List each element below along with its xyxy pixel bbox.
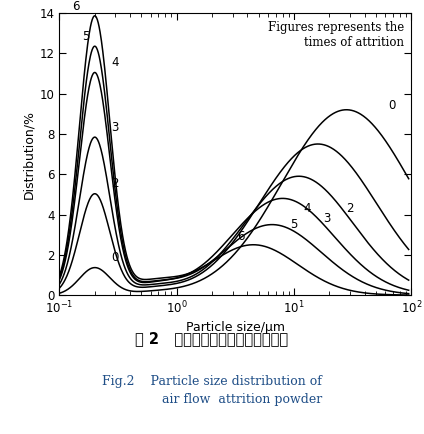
Y-axis label: Distribution/%: Distribution/% [22,109,35,199]
Text: 4: 4 [304,201,311,214]
Text: 2: 2 [346,201,354,214]
Text: Fig.2    Particle size distribution of
               air flow  attrition powder: Fig.2 Particle size distribution of air … [102,375,322,406]
Text: 0: 0 [388,99,395,112]
Text: 2: 2 [112,178,119,191]
Text: 6: 6 [72,0,80,13]
Text: 0: 0 [112,251,119,264]
X-axis label: Particle size/μm: Particle size/μm [186,321,285,334]
Text: 5: 5 [290,217,298,230]
Text: 6: 6 [237,230,244,243]
Text: 3: 3 [323,212,330,225]
Text: Figures represents the
    times of attrition: Figures represents the times of attritio… [268,22,404,49]
Text: 3: 3 [112,121,119,134]
Text: 5: 5 [82,30,89,43]
Text: 4: 4 [112,56,119,69]
Text: 图 2   气流粉碎中粉的粒度分布曲线: 图 2 气流粉碎中粉的粒度分布曲线 [135,331,289,346]
